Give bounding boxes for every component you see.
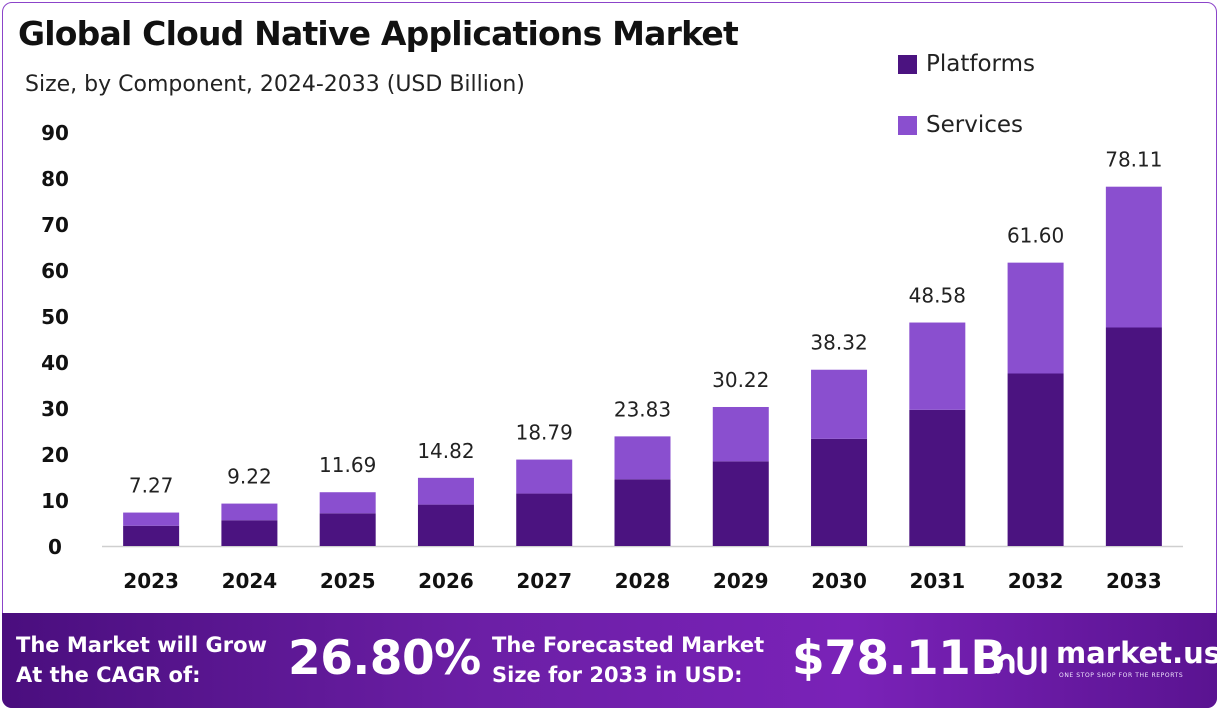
y-tick-label: 50 [41,305,69,329]
y-tick-label: 10 [41,489,69,513]
x-tick-label: 2026 [418,569,474,593]
y-tick-label: 90 [41,121,69,145]
chart-title: Global Cloud Native Applications Market [18,14,739,53]
forecast-caption-line2: Size for 2033 in USD: [492,663,743,687]
chart-subtitle: Size, by Component, 2024-2033 (USD Billi… [25,72,525,97]
x-tick-label: 2029 [713,569,769,593]
x-tick-label: 2023 [123,569,179,593]
x-tick-label: 2030 [811,569,867,593]
bar-segment-services [221,503,278,521]
forecast-caption: The Forecasted Market Size for 2033 in U… [492,630,764,690]
bar-total-label: 38.32 [810,331,867,355]
bar-segment-platforms [712,461,769,546]
stacked-bar-chart: 01020304050607080907.2720239.22202411.69… [41,121,1183,593]
bar-segment-platforms [516,493,573,546]
x-tick-label: 2025 [320,569,376,593]
x-tick-label: 2033 [1106,569,1162,593]
bar-segment-services [1007,262,1064,374]
x-tick-label: 2027 [516,569,572,593]
market-us-logo-icon [995,646,1047,675]
bar-total-label: 9.22 [227,465,272,489]
bar-total-label: 14.82 [417,439,474,463]
forecast-caption-line1: The Forecasted Market [492,633,765,657]
bar-segment-services [1105,186,1162,328]
y-tick-label: 40 [41,351,69,375]
bar-segment-services [417,477,474,505]
brand-tagline: ONE STOP SHOP FOR THE REPORTS [1059,672,1184,679]
bar-segment-platforms [221,520,278,546]
legend-item-services: Services [898,107,1035,143]
forecast-value: $78.11B [792,631,1006,686]
footer-banner: The Market will Grow At the CAGR of: 26.… [2,613,1221,708]
legend-swatch-services [898,115,917,135]
legend-swatch-platforms [898,54,917,74]
bar-total-label: 78.11 [1105,148,1162,172]
bar-segment-platforms [123,525,180,546]
bar-segment-services [909,322,966,410]
y-tick-label: 80 [41,167,69,191]
bar-total-label: 18.79 [516,421,573,445]
bar-segment-platforms [909,409,966,546]
cagr-value: 26.80% [288,631,481,686]
chart-legend: Platforms Services [898,46,1035,168]
bar-segment-platforms [319,513,376,546]
cagr-caption-line2: At the CAGR of: [16,663,201,687]
y-tick-label: 20 [41,443,69,467]
bar-segment-platforms [417,504,474,546]
x-tick-label: 2028 [615,569,671,593]
x-tick-label: 2024 [222,569,278,593]
bar-segment-services [712,406,769,462]
y-tick-label: 0 [48,535,62,559]
bar-total-label: 61.60 [1007,224,1064,248]
bar-segment-services [319,492,376,514]
bar-total-label: 23.83 [614,397,671,421]
bar-total-label: 7.27 [129,474,174,498]
bar-segment-platforms [811,438,868,546]
bar-segment-services [811,369,868,439]
legend-item-platforms: Platforms [898,46,1035,82]
bar-total-label: 30.22 [712,368,769,392]
legend-label-services: Services [926,112,1023,138]
bar-segment-platforms [1105,327,1162,546]
bar-segment-services [614,436,671,480]
brand-name[interactable]: market.us [1056,636,1221,670]
cagr-caption: The Market will Grow At the CAGR of: [16,630,267,690]
x-tick-label: 2031 [909,569,965,593]
bar-segment-platforms [614,479,671,546]
bar-total-label: 11.69 [319,453,376,477]
y-tick-label: 60 [41,259,69,283]
cagr-caption-line1: The Market will Grow [16,633,267,657]
legend-label-platforms: Platforms [926,51,1035,77]
y-tick-label: 30 [41,397,69,421]
bar-segment-platforms [1007,373,1064,546]
bar-segment-services [123,512,180,526]
bar-total-label: 48.58 [909,284,966,308]
x-tick-label: 2032 [1008,569,1064,593]
y-tick-label: 70 [41,213,69,237]
bar-segment-services [516,459,573,494]
